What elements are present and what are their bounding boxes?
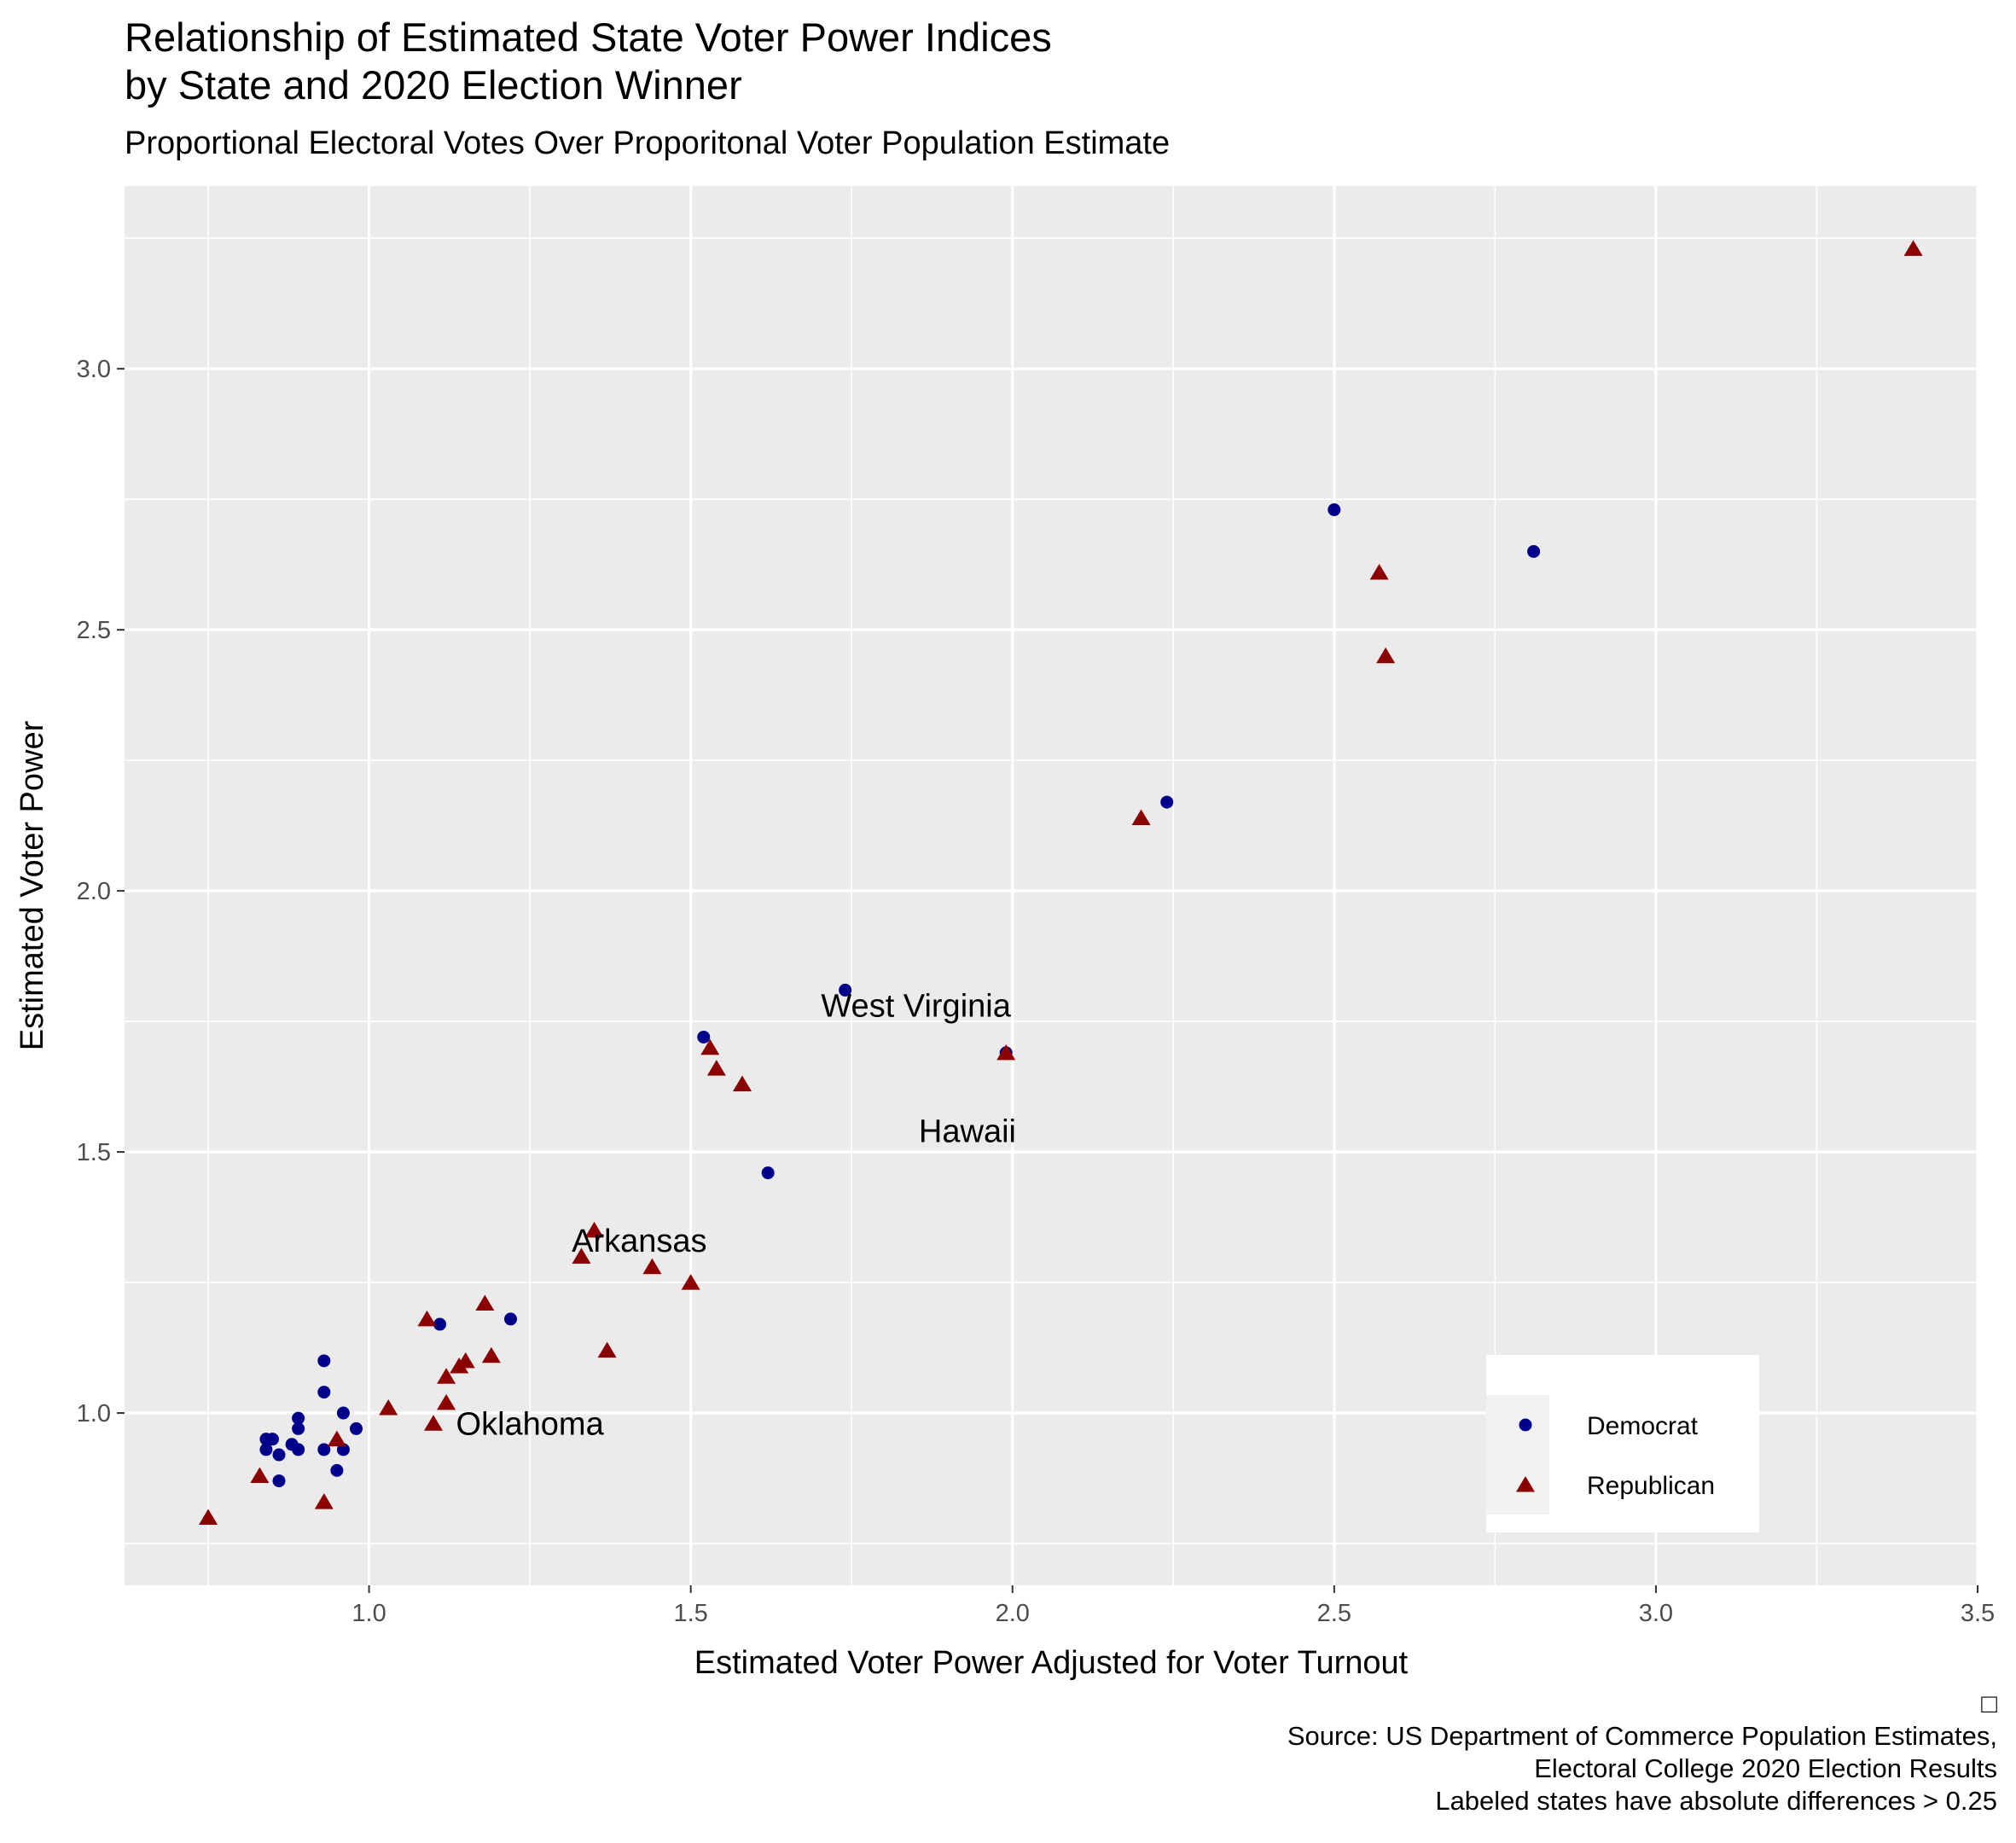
democrat-point <box>317 1354 331 1368</box>
democrat-point <box>292 1421 305 1435</box>
y-tick-label: 1.0 <box>77 1400 111 1427</box>
democrat-point <box>272 1448 286 1462</box>
republican-point <box>379 1398 398 1416</box>
democrat-point <box>292 1443 305 1456</box>
democrat-point <box>292 1411 305 1425</box>
y-axis-title: Estimated Voter Power <box>15 720 50 1050</box>
republican-point <box>424 1415 443 1431</box>
republican-point <box>1376 647 1396 664</box>
plot-panel <box>125 186 1978 1585</box>
democrat-point <box>330 1463 344 1477</box>
x-axis-title: Estimated Voter Power Adjusted for Voter… <box>694 1645 1409 1681</box>
legend-label-republican: Republican <box>1587 1472 1715 1500</box>
y-tick-label: 2.5 <box>77 617 111 644</box>
caption-line-note: Labeled states have absolute differences… <box>1435 1786 1997 1816</box>
legend-key-bg <box>1486 1395 1549 1455</box>
republican-point <box>642 1258 662 1275</box>
democrat-point <box>1527 544 1541 558</box>
democrat-point <box>350 1421 363 1435</box>
x-tick-label: 1.5 <box>674 1600 708 1627</box>
democrat-point <box>336 1406 350 1420</box>
state-label-hawaii: Hawaii <box>919 1114 1016 1150</box>
democrat-point <box>1160 795 1174 809</box>
x-tick-label: 3.5 <box>1961 1600 1995 1627</box>
state-label-west-virginia: West Virginia <box>821 989 1011 1025</box>
x-tick-label: 2.5 <box>1317 1600 1351 1627</box>
democrat-point <box>433 1317 447 1331</box>
democrat-point <box>317 1443 331 1456</box>
republican-point <box>417 1310 437 1327</box>
republican-point <box>456 1352 475 1369</box>
chart-caption: □ Source: US Department of Commerce Popu… <box>1287 1688 1997 1817</box>
republican-point <box>733 1075 752 1092</box>
republican-point <box>475 1294 495 1311</box>
democrat-point <box>317 1386 331 1399</box>
chart-title-line-1: Relationship of Estimated State Voter Po… <box>125 15 1052 60</box>
republican-point <box>327 1430 346 1447</box>
x-tick-label: 3.0 <box>1639 1600 1673 1627</box>
republican-point <box>437 1393 456 1410</box>
democrat-point <box>697 1030 711 1044</box>
republican-point <box>437 1368 456 1384</box>
legend-democrat-key <box>1519 1418 1532 1432</box>
y-tick-label: 1.5 <box>77 1139 111 1166</box>
republican-point <box>700 1038 720 1055</box>
x-tick-label: 2.0 <box>996 1600 1030 1627</box>
republican-point <box>706 1060 726 1076</box>
legend-label-democrat: Democrat <box>1587 1412 1699 1440</box>
republican-point <box>681 1274 700 1290</box>
republican-point <box>1131 809 1151 825</box>
republican-point <box>314 1493 334 1509</box>
x-tick-label: 1.0 <box>351 1600 386 1627</box>
republican-point <box>597 1341 617 1358</box>
legend-key-bg <box>1486 1455 1549 1515</box>
republican-point <box>1903 240 1923 256</box>
y-tick-label: 2.0 <box>77 878 111 905</box>
caption-line-results: Electoral College 2020 Election Results <box>1534 1753 1997 1783</box>
republican-point <box>584 1221 604 1238</box>
republican-point <box>1369 563 1389 580</box>
republican-point <box>199 1509 218 1525</box>
y-tick-label: 3.0 <box>77 356 111 383</box>
democrat-point <box>272 1474 286 1488</box>
state-label-arkansas: Arkansas <box>572 1224 706 1259</box>
democrat-point <box>1328 503 1341 516</box>
republican-point <box>996 1044 1016 1061</box>
democrat-point <box>839 983 852 997</box>
caption-mark: □ <box>1981 1689 1997 1718</box>
chart-subtitle: Proportional Electoral Votes Over Propor… <box>125 125 1171 161</box>
democrat-point <box>265 1433 279 1446</box>
republican-point <box>572 1247 591 1264</box>
democrat-point <box>761 1166 775 1180</box>
legend-republican-key <box>1516 1476 1535 1492</box>
democrat-point <box>504 1312 517 1326</box>
caption-line-source: Source: US Department of Commerce Popula… <box>1287 1721 1997 1751</box>
republican-point <box>250 1467 270 1483</box>
chart-title: Relationship of Estimated State Voter Po… <box>125 14 1052 109</box>
chart-title-line-2: by State and 2020 Election Winner <box>125 62 742 108</box>
democrat-point <box>259 1443 273 1456</box>
state-label-oklahoma: Oklahoma <box>456 1406 605 1442</box>
republican-point <box>481 1346 501 1363</box>
